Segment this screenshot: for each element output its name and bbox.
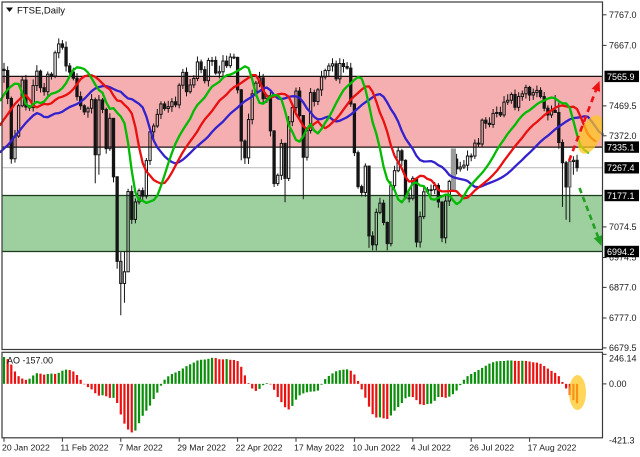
svg-text:7667.0: 7667.0 — [609, 41, 637, 51]
svg-text:7565.9: 7565.9 — [607, 72, 635, 82]
svg-text:29 Mar 2022: 29 Mar 2022 — [177, 442, 226, 452]
svg-text:7 Mar 2022: 7 Mar 2022 — [119, 442, 163, 452]
svg-text:22 Apr 2022: 22 Apr 2022 — [236, 442, 283, 452]
svg-text:6994.2: 6994.2 — [607, 247, 635, 257]
svg-text:17 Aug 2022: 17 Aug 2022 — [528, 442, 577, 452]
svg-text:10 Jun 2022: 10 Jun 2022 — [352, 442, 400, 452]
svg-text:7335.1: 7335.1 — [607, 143, 635, 153]
svg-text:7469.5: 7469.5 — [609, 101, 637, 111]
svg-text:6679.5: 6679.5 — [609, 343, 637, 353]
svg-text:AO -157.00: AO -157.00 — [7, 356, 53, 366]
svg-text:17 May 2022: 17 May 2022 — [294, 442, 344, 452]
svg-text:26 Jul 2022: 26 Jul 2022 — [469, 442, 514, 452]
svg-text:7267.4: 7267.4 — [607, 163, 635, 173]
svg-text:20 Jan 2022: 20 Jan 2022 — [2, 442, 50, 452]
svg-text:FTSE,Daily: FTSE,Daily — [17, 6, 65, 17]
svg-text:7177.1: 7177.1 — [607, 191, 635, 201]
svg-text:-421.3: -421.3 — [609, 436, 635, 446]
svg-text:11 Feb 2022: 11 Feb 2022 — [60, 442, 108, 452]
svg-text:246.14: 246.14 — [609, 354, 637, 364]
svg-text:7767.0: 7767.0 — [609, 10, 637, 20]
svg-text:0.00: 0.00 — [609, 379, 627, 389]
svg-text:6877.0: 6877.0 — [609, 283, 637, 293]
svg-text:6777.0: 6777.0 — [609, 313, 637, 323]
svg-text:4 Jul 2022: 4 Jul 2022 — [411, 442, 451, 452]
svg-text:7372.0: 7372.0 — [609, 131, 637, 141]
svg-text:6974.5: 6974.5 — [609, 253, 637, 263]
svg-text:7074.5: 7074.5 — [609, 222, 637, 232]
